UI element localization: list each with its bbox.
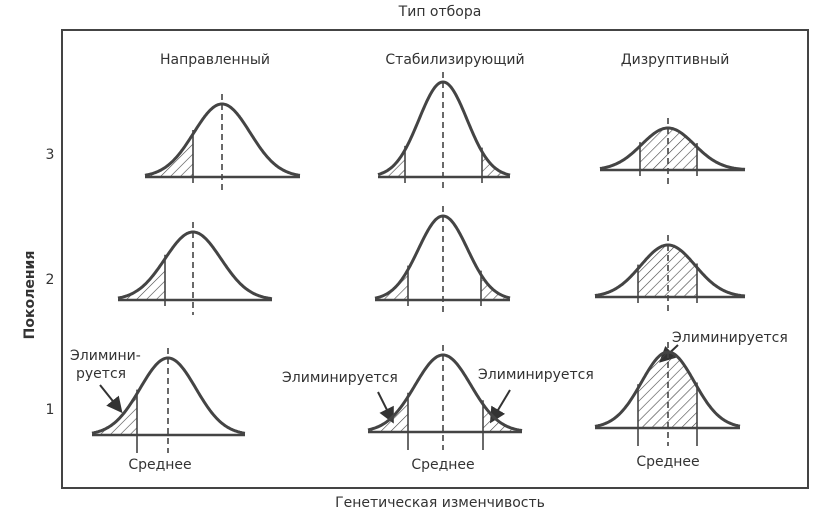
annotation: Элиминируется [672,330,788,346]
arrow [377,391,394,424]
eliminated-area [378,149,405,177]
eliminated-area [375,269,408,300]
eliminated-area [145,134,193,177]
frame [61,29,809,489]
title: Тип отбора [398,4,482,20]
mean-label: Среднее [128,457,191,473]
mean-label: Среднее [636,454,699,470]
curve [117,230,273,301]
eliminated-area [481,274,510,300]
y-label: Поколения [22,251,38,340]
curves [91,72,746,453]
column-title: Стабилизирующий [385,52,524,68]
x-label: Генетическая изменчивость [335,495,545,511]
curve [367,353,523,433]
annotation: руется [76,366,126,382]
curve [594,243,746,298]
eliminated-area [482,151,510,177]
eliminated-area [368,396,408,432]
eliminated-area [92,393,137,435]
annotation: Элимини- [70,348,141,364]
eliminated-area [118,258,165,300]
arrow [489,389,511,424]
curve [599,126,746,171]
eliminated-area [638,352,697,428]
generation-label: 2 [46,272,55,288]
curve [377,80,511,177]
arrow [99,384,123,414]
annotation: Элиминируется [282,370,398,386]
annotation: Элиминируется [478,367,594,383]
column-title: Направленный [160,52,270,68]
mean-label: Среднее [411,457,474,473]
generation-label: 1 [46,402,55,418]
column-title: Дизруптивный [621,52,730,68]
generation-label: 3 [46,147,55,163]
eliminated-area [483,404,522,432]
